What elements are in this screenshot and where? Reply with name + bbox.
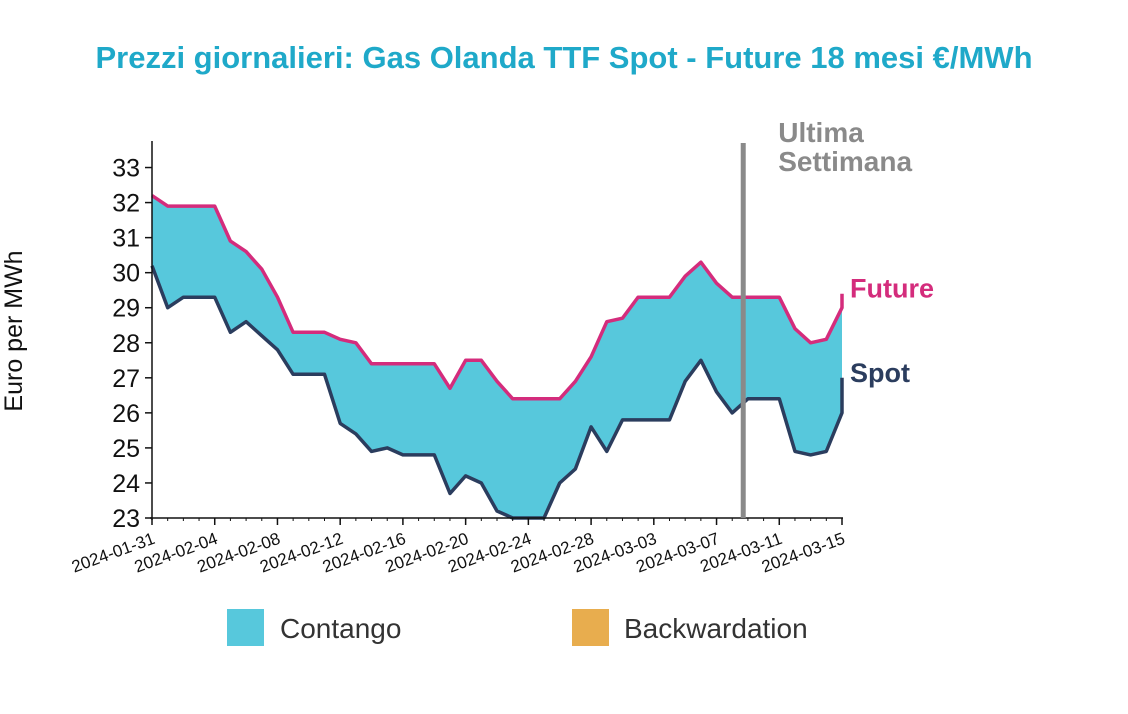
x-axis: 2024-01-312024-02-042024-02-082024-02-12… — [69, 517, 847, 577]
future-line — [151, 194, 844, 401]
y-axis: 23 24 25 26 27 28 29 30 31 32 33 — [112, 141, 153, 533]
legend-swatch-backwardation — [572, 609, 609, 646]
y-tick-label: 25 — [112, 435, 140, 463]
future-series-label: Future — [850, 274, 934, 304]
y-tick-label: 28 — [112, 330, 140, 358]
legend: Contango Backwardation — [227, 609, 808, 646]
y-tick-label: 32 — [112, 190, 140, 218]
y-tick-label: 29 — [112, 295, 140, 323]
spot-line — [150, 265, 844, 520]
spot-series-label: Spot — [850, 358, 910, 388]
contango-area — [152, 195, 842, 518]
y-tick-label: 31 — [112, 225, 140, 253]
y-tick-label: 33 — [112, 155, 140, 183]
legend-swatch-contango — [227, 609, 264, 646]
last-week-label: Ultima — [778, 117, 864, 148]
plot-area — [150, 194, 844, 520]
y-tick-label: 26 — [112, 400, 140, 428]
y-tick-label: 24 — [112, 470, 140, 498]
y-tick-label: 27 — [112, 365, 140, 393]
legend-label-contango: Contango — [280, 613, 401, 644]
legend-label-backwardation: Backwardation — [624, 613, 808, 644]
chart-title: Prezzi giornalieri: Gas Olanda TTF Spot … — [95, 40, 1032, 75]
y-tick-label: 23 — [112, 505, 140, 533]
y-tick-label: 30 — [112, 260, 140, 288]
last-week-label-line2: Settimana — [778, 146, 912, 177]
y-axis-label: Euro per MWh — [0, 250, 28, 411]
